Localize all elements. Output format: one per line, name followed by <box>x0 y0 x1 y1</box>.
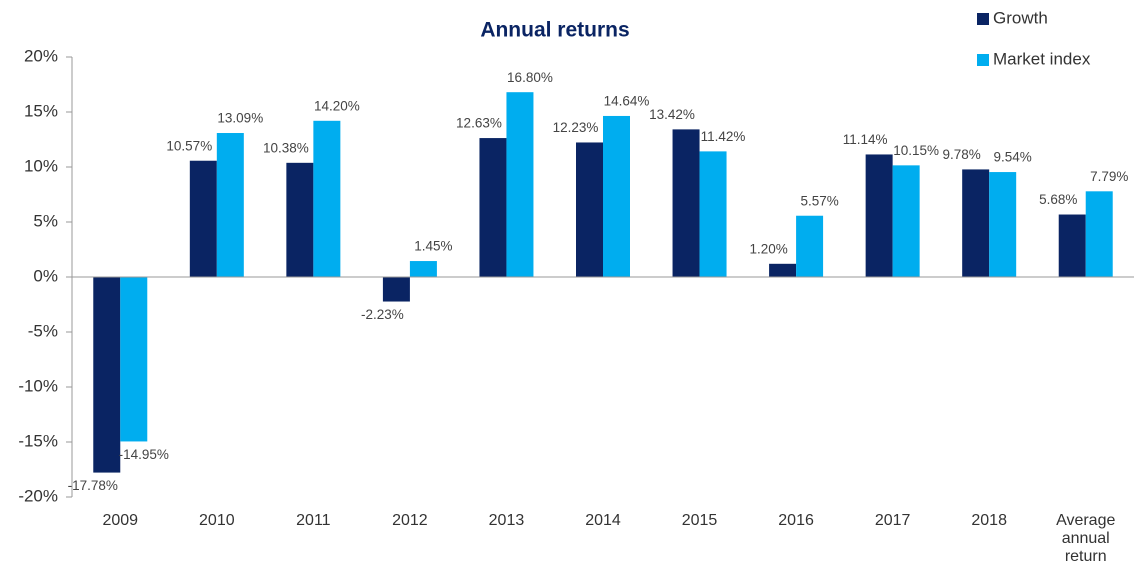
bar <box>603 115 630 278</box>
bar <box>989 172 1017 277</box>
y-tick-label: -10% <box>18 376 58 395</box>
value-label: 9.54% <box>994 150 1032 165</box>
x-tick-label: Average annual return <box>1056 512 1116 565</box>
bar <box>769 263 797 277</box>
value-label: 10.57% <box>166 138 212 153</box>
value-label: -14.95% <box>119 447 169 462</box>
bar <box>672 129 700 277</box>
bar <box>479 138 507 277</box>
legend-swatch <box>977 54 989 66</box>
bar <box>699 151 727 277</box>
bar <box>409 261 437 277</box>
value-label: 11.14% <box>843 132 888 147</box>
value-label: 16.80% <box>507 70 553 85</box>
x-tick-label: 2010 <box>199 512 235 529</box>
x-tick-label: 2009 <box>102 512 139 529</box>
value-label: 13.42% <box>649 107 695 122</box>
bar <box>962 169 990 277</box>
value-label: 14.20% <box>314 98 360 113</box>
y-tick-label: -15% <box>18 431 58 450</box>
x-tick-label: 2018 <box>971 512 1007 529</box>
chart-title: Annual returns <box>480 19 629 42</box>
legend-label: Growth <box>993 8 1048 27</box>
x-tick-label: 2012 <box>392 512 428 529</box>
x-tick-label: 2017 <box>874 512 911 529</box>
bar <box>382 277 410 302</box>
x-tick-label: 2015 <box>681 512 718 529</box>
value-label: 14.64% <box>604 94 650 109</box>
value-label: 7.79% <box>1090 169 1128 184</box>
value-label: 12.63% <box>456 116 502 131</box>
y-tick-label: 15% <box>24 101 58 120</box>
bar <box>189 160 217 277</box>
value-label: 5.68% <box>1039 192 1077 207</box>
value-label: 10.15% <box>893 143 939 158</box>
value-label: 9.78% <box>943 147 981 162</box>
bar <box>286 162 314 277</box>
x-tick-label: 2011 <box>296 512 331 529</box>
bar <box>1058 214 1086 277</box>
value-label: 11.42% <box>701 129 746 144</box>
x-tick-label: 2013 <box>488 512 525 529</box>
bar <box>892 165 920 277</box>
x-tick-label: 2016 <box>778 512 814 529</box>
value-label: 1.45% <box>414 239 452 254</box>
y-tick-label: 5% <box>33 211 58 230</box>
y-tick-label: 0% <box>33 266 58 285</box>
value-label: 1.20% <box>749 241 787 256</box>
bar <box>576 142 603 277</box>
bar <box>313 120 341 277</box>
bar <box>865 154 893 277</box>
y-tick-label: 10% <box>24 156 58 175</box>
y-tick-label: -20% <box>18 486 58 505</box>
value-label: 12.23% <box>553 120 599 135</box>
value-label: 13.09% <box>217 111 263 126</box>
bar <box>93 277 121 473</box>
bar <box>120 277 148 442</box>
bar <box>506 92 534 277</box>
value-label: -17.78% <box>68 478 118 493</box>
bar <box>796 215 824 277</box>
bar <box>216 133 244 277</box>
y-tick-label: -5% <box>28 321 58 340</box>
value-label: 10.38% <box>263 140 309 155</box>
y-tick-label: 20% <box>24 46 58 65</box>
legend-swatch <box>977 13 989 25</box>
x-tick-label: 2014 <box>585 512 621 529</box>
bar <box>1085 191 1113 277</box>
value-label: -2.23% <box>361 307 404 322</box>
value-label: 5.57% <box>800 193 838 208</box>
legend-label: Market index <box>993 49 1091 68</box>
